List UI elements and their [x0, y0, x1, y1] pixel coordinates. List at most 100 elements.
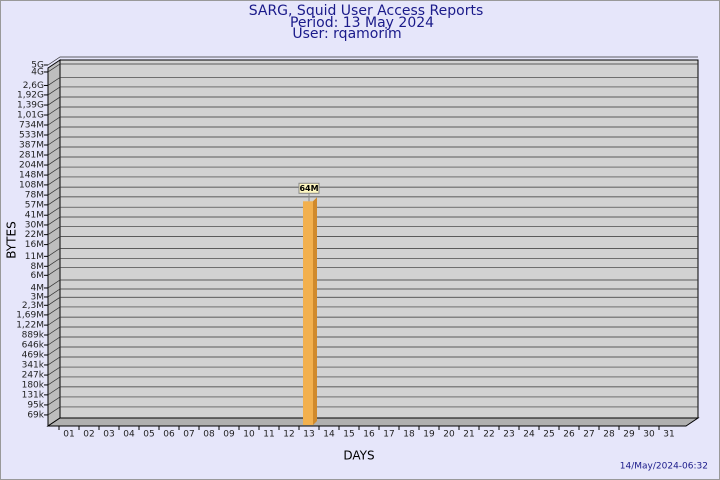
- x-tick-label: 18: [403, 430, 415, 440]
- grid-line: [47, 77, 698, 86]
- grid-line: [47, 106, 698, 116]
- value-label: 64M: [299, 184, 318, 193]
- grid-line: [47, 136, 698, 146]
- floor: [46, 417, 700, 427]
- y-tick-label: 180k: [22, 380, 45, 390]
- x-tick-label: 10: [243, 430, 255, 440]
- x-tick-label: 23: [503, 430, 514, 440]
- x-tick-label: 24: [523, 430, 535, 440]
- grid-line: [47, 257, 698, 267]
- x-tick-label: 21: [463, 430, 474, 440]
- back-wall: [59, 59, 699, 419]
- x-axis-label: DAYS: [343, 449, 374, 463]
- grid-line: [47, 376, 698, 386]
- y-tick-label: 1,39G: [17, 101, 44, 111]
- y-tick-label: 69k: [27, 410, 44, 420]
- grid-line: [47, 366, 698, 376]
- y-tick-label: 646k: [22, 340, 45, 350]
- chart-title: SARG, Squid User Access Reports: [249, 3, 484, 19]
- x-tick-label: 17: [383, 430, 394, 440]
- y-tick-label: 148M: [19, 171, 44, 181]
- grid-line: [47, 396, 698, 406]
- x-tick-label: 31: [663, 430, 674, 440]
- grid-line: [47, 356, 698, 366]
- grid-line: [47, 306, 698, 316]
- y-tick-label: 281M: [19, 151, 44, 161]
- grid-line: [47, 216, 698, 226]
- grid-line: [47, 226, 698, 235]
- grid-line: [47, 288, 698, 298]
- footer: 14/May/2024-06:32: [620, 462, 708, 472]
- x-tick-label: 30: [643, 430, 655, 440]
- y-tick-label: 469k: [22, 351, 45, 361]
- grid-line: [47, 116, 698, 126]
- y-tick-label: 131k: [22, 390, 45, 400]
- x-tick-label: 26: [563, 430, 575, 440]
- grid-line: [47, 406, 698, 416]
- y-tick-label: 204M: [19, 161, 44, 171]
- y-tick-label: 341k: [22, 360, 45, 370]
- y-tick-label: 30M: [25, 220, 44, 230]
- y-tick-label: 734M: [19, 120, 44, 130]
- y-tick-label: 4M: [31, 283, 45, 293]
- x-tick-label: 15: [343, 430, 354, 440]
- y-tick-label: 533M: [19, 131, 44, 141]
- x-tick-label: 11: [263, 430, 274, 440]
- x-tick-label: 28: [603, 430, 615, 440]
- grid-line: [47, 56, 698, 66]
- y-tick-label: 95k: [27, 400, 44, 410]
- x-tick-label: 06: [163, 430, 175, 440]
- x-tick-label: 05: [143, 430, 154, 440]
- y-tick-label: 57M: [25, 200, 44, 210]
- x-tick-label: 19: [423, 430, 435, 440]
- x-tick-label: 22: [483, 430, 494, 440]
- grid-line: [47, 346, 698, 356]
- grid-line: [47, 166, 698, 176]
- y-tick-label: 16M: [25, 240, 44, 250]
- grid-line: [47, 279, 698, 289]
- y-tick-label: 11M: [25, 252, 44, 262]
- x-tick-label: 13: [303, 430, 314, 440]
- grid-line: [47, 236, 698, 245]
- y-tick-label: 2,3M: [22, 301, 44, 311]
- grid-line: [47, 196, 698, 206]
- y-tick-label: 1,01G: [17, 111, 44, 121]
- y-tick-label: 1,92G: [17, 90, 44, 100]
- x-tick-label: 07: [183, 430, 194, 440]
- x-tick-label: 12: [283, 430, 294, 440]
- grid-line: [47, 86, 698, 96]
- grid-line: [47, 186, 698, 196]
- x-tick-label: 09: [223, 430, 235, 440]
- y-tick-label: 1,22M: [16, 321, 44, 331]
- x-tick-label: 02: [83, 430, 94, 440]
- grid-line: [47, 63, 698, 73]
- grid-line: [47, 386, 698, 396]
- x-tick-label: 08: [203, 430, 215, 440]
- y-tick-label: 889k: [22, 331, 45, 341]
- y-tick-label: 5G: [31, 61, 44, 71]
- grid-line: [47, 96, 698, 106]
- y-tick-label: 6M: [31, 271, 45, 281]
- chart-user: User: rqamorim: [292, 26, 401, 42]
- y-tick-label: 2,6G: [23, 81, 44, 91]
- grid-line: [47, 296, 698, 306]
- x-tick-label: 14: [323, 430, 335, 440]
- x-tick-label: 20: [443, 430, 455, 440]
- grid-line: [47, 206, 698, 216]
- grid-line: [47, 336, 698, 346]
- x-tick-label: 16: [363, 430, 375, 440]
- y-tick-label: 8M: [31, 262, 45, 272]
- grid-line: [47, 326, 698, 336]
- grid-line: [47, 316, 698, 326]
- bar: [303, 201, 313, 425]
- chart-subtitle: Period: 13 May 2024: [290, 15, 434, 31]
- grid-line: [47, 176, 698, 186]
- x-tick-label: 25: [543, 430, 554, 440]
- x-tick-label: 03: [103, 430, 114, 440]
- y-tick-label: 1,69M: [16, 310, 44, 320]
- y-tick-label: 247k: [22, 371, 45, 381]
- y-axis-label: BYTES: [5, 221, 19, 258]
- x-tick-label: 29: [623, 430, 635, 440]
- x-tick-label: 01: [63, 430, 74, 440]
